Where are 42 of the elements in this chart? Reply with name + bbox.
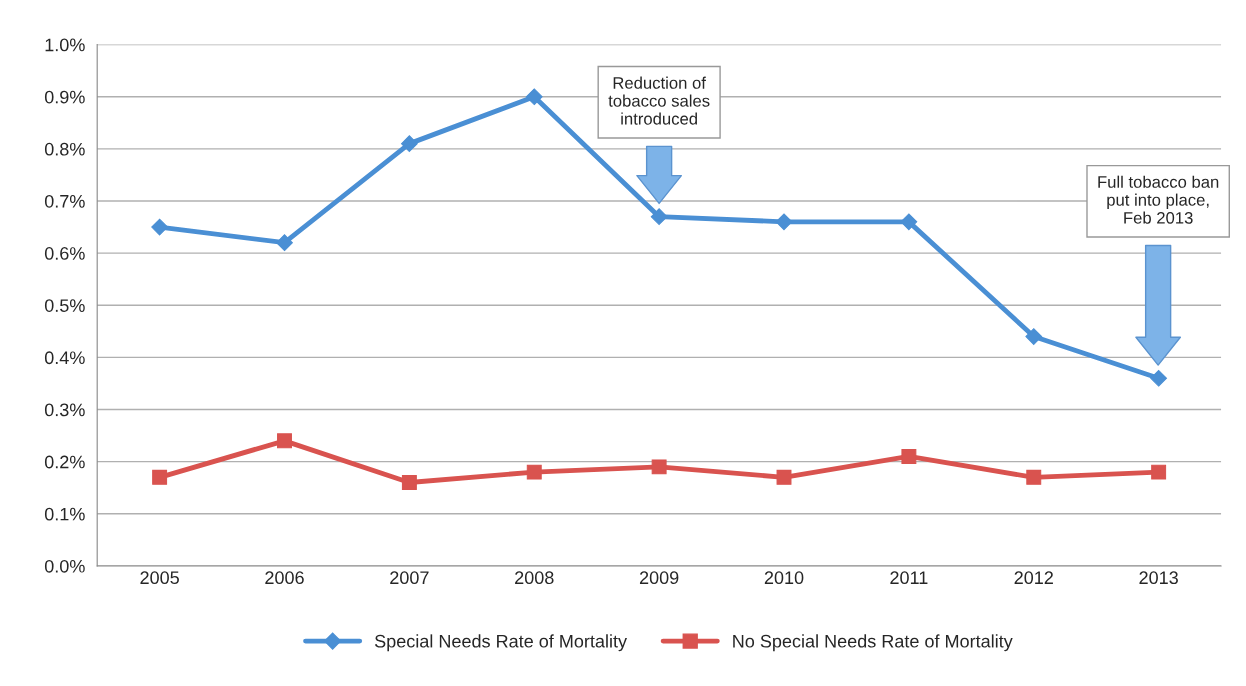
- y-tick-label: 0.9%: [44, 90, 85, 104]
- point: [276, 234, 293, 252]
- y-tick-label: 1.0%: [45, 38, 85, 52]
- point: [900, 213, 918, 231]
- annotation: Reduction of tobacco sales introduced: [608, 76, 710, 125]
- y-tick-label: 0.8%: [44, 142, 85, 156]
- legend-label: No Special Needs Rate of Mortality: [733, 634, 1013, 652]
- x-tick-label: 2009: [639, 571, 679, 585]
- point: [901, 449, 917, 464]
- point: [401, 135, 418, 153]
- x-tick-label: 2013: [1139, 571, 1178, 585]
- point: [277, 433, 292, 449]
- y-tick-label: 0.3%: [44, 403, 85, 417]
- point: [1025, 328, 1043, 345]
- y-tick-label: 0.7%: [44, 194, 85, 208]
- point: [775, 213, 793, 231]
- point: [401, 475, 417, 490]
- y-tick-label: 0.6%: [44, 247, 85, 260]
- point: [650, 208, 668, 226]
- x-tick-label: 2005: [140, 571, 179, 585]
- point: [151, 218, 168, 236]
- legend-label: Special Needs Rate of Mortality: [374, 634, 628, 652]
- y-tick-label: 0.0%: [44, 559, 85, 573]
- y-tick-label: 0.1%: [44, 507, 85, 521]
- point: [152, 469, 168, 485]
- y-tick-label: 0.4%: [44, 351, 85, 365]
- point: [776, 469, 792, 485]
- point: [1026, 469, 1042, 485]
- x-tick-label: 2012: [1014, 571, 1053, 585]
- x-tick-label: 2007: [390, 571, 429, 585]
- annotation: Full tobacco ban put into place, Feb 2013: [1098, 175, 1219, 224]
- x-tick-label: 2010: [764, 571, 804, 585]
- point: [1151, 464, 1167, 480]
- point: [651, 459, 667, 475]
- y-tick-label: 0.5%: [44, 299, 85, 312]
- x-tick-label: 2006: [265, 571, 304, 585]
- x-tick-label: 2008: [515, 571, 554, 585]
- point: [1150, 369, 1168, 387]
- point: [526, 464, 542, 480]
- x-tick-label: 2011: [890, 571, 928, 585]
- point: [525, 88, 543, 106]
- y-tick-label: 0.2%: [44, 455, 85, 469]
